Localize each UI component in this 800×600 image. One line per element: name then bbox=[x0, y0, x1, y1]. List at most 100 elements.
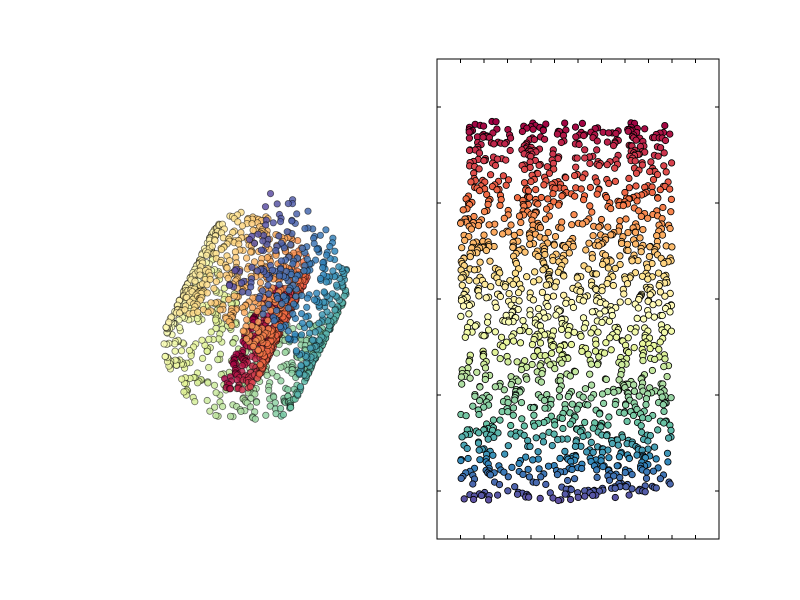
embedding-point bbox=[574, 493, 582, 501]
embedding-point bbox=[531, 268, 539, 276]
embedding-point bbox=[624, 334, 632, 342]
swiss-roll-point bbox=[322, 251, 331, 259]
embedding-point bbox=[504, 398, 512, 407]
swiss-roll-point bbox=[273, 295, 282, 303]
swiss-roll-point bbox=[202, 251, 211, 259]
embedding-point bbox=[504, 487, 512, 495]
swiss-roll-point bbox=[226, 256, 234, 265]
embedding-point bbox=[628, 257, 636, 265]
embedding-point bbox=[660, 259, 668, 267]
swiss-roll-point bbox=[248, 304, 257, 312]
embedding-point bbox=[607, 346, 615, 354]
embedding-point bbox=[609, 142, 618, 150]
embedding-point bbox=[654, 426, 662, 434]
embedding-point bbox=[561, 244, 570, 252]
swiss-roll-point bbox=[276, 218, 285, 226]
embedding-point bbox=[520, 165, 529, 173]
swiss-roll-point bbox=[225, 281, 233, 289]
embedding-point bbox=[611, 164, 619, 172]
embedding-point bbox=[516, 339, 525, 347]
embedding-point bbox=[534, 200, 542, 208]
embedding-point bbox=[632, 136, 640, 144]
embedding-point bbox=[638, 414, 647, 422]
swiss-roll-point bbox=[231, 267, 239, 275]
swiss-roll-point bbox=[296, 383, 305, 391]
embedding-point bbox=[641, 125, 649, 133]
swiss-roll-point bbox=[322, 226, 330, 234]
embedding-point bbox=[580, 132, 588, 140]
embedding-point bbox=[560, 272, 568, 280]
embedding-point bbox=[470, 212, 478, 221]
embedding-point bbox=[557, 138, 565, 147]
embedding-point bbox=[649, 176, 658, 184]
embedding-point bbox=[649, 301, 657, 309]
swiss-roll-point bbox=[275, 272, 284, 280]
embedding-point bbox=[575, 140, 583, 149]
embedding-point bbox=[539, 266, 547, 274]
swiss-roll-point bbox=[284, 304, 292, 312]
embedding-point bbox=[544, 195, 552, 203]
embedding-point bbox=[623, 280, 632, 288]
embedding-point bbox=[578, 220, 587, 228]
embedding-point bbox=[605, 317, 614, 325]
embedding-point bbox=[485, 221, 493, 229]
embedding-point bbox=[469, 480, 477, 488]
embedding-point bbox=[585, 239, 593, 247]
embedding-point bbox=[584, 350, 592, 358]
swiss-roll-point bbox=[212, 324, 220, 332]
embedding-point bbox=[580, 324, 588, 332]
embedding-point bbox=[539, 432, 547, 440]
embedding-point bbox=[662, 242, 670, 250]
embedding-point bbox=[633, 451, 641, 459]
embedding-point bbox=[456, 219, 465, 227]
embedding-point bbox=[496, 416, 504, 424]
embedding-point bbox=[484, 435, 492, 443]
swiss-roll-point bbox=[256, 360, 264, 369]
embedding-point bbox=[568, 221, 576, 229]
embedding-point bbox=[578, 464, 586, 473]
embedding-point bbox=[667, 208, 675, 216]
embedding-point bbox=[622, 215, 630, 223]
embedding-point bbox=[467, 225, 475, 233]
swiss-roll-point bbox=[238, 222, 246, 230]
embedding-point bbox=[465, 128, 473, 136]
embedding-point bbox=[541, 404, 549, 412]
embedding-point bbox=[549, 342, 557, 351]
embedding-point bbox=[471, 322, 479, 330]
embedding-point bbox=[532, 478, 540, 487]
swiss-roll-point bbox=[204, 308, 212, 316]
embedding-point bbox=[532, 186, 540, 194]
embedding-point bbox=[541, 215, 550, 223]
swiss-roll-point bbox=[207, 328, 215, 336]
embedding-point bbox=[540, 135, 549, 143]
swiss-roll-point bbox=[310, 296, 318, 304]
embedding-point bbox=[536, 494, 544, 502]
embedding-point bbox=[618, 239, 626, 247]
embedding-point bbox=[549, 256, 557, 265]
swiss-roll-point bbox=[270, 393, 278, 401]
embedding-point bbox=[545, 169, 554, 177]
swiss-roll-point bbox=[251, 415, 259, 423]
embedding-point bbox=[555, 393, 564, 401]
embedding-point bbox=[530, 422, 539, 430]
embedding-point bbox=[470, 266, 479, 274]
embedding-point bbox=[541, 250, 549, 259]
embedding-point bbox=[560, 291, 568, 299]
embedding-point bbox=[655, 281, 663, 290]
embedding-point bbox=[549, 150, 557, 158]
swiss-roll-point bbox=[235, 240, 243, 248]
swiss-roll-point bbox=[243, 254, 251, 262]
swiss-roll-point bbox=[273, 372, 281, 381]
embedding-point bbox=[473, 368, 481, 376]
embedding-point bbox=[604, 421, 612, 429]
swiss-roll-point bbox=[165, 318, 173, 326]
embedding-point bbox=[541, 314, 549, 322]
embedding-point bbox=[550, 430, 558, 438]
embedding-point bbox=[584, 401, 592, 409]
embedding-point bbox=[648, 366, 657, 375]
swiss-roll-point bbox=[335, 263, 343, 271]
embedding-point bbox=[636, 234, 644, 242]
embedding-point bbox=[509, 337, 518, 345]
swiss-roll-point bbox=[283, 228, 291, 236]
